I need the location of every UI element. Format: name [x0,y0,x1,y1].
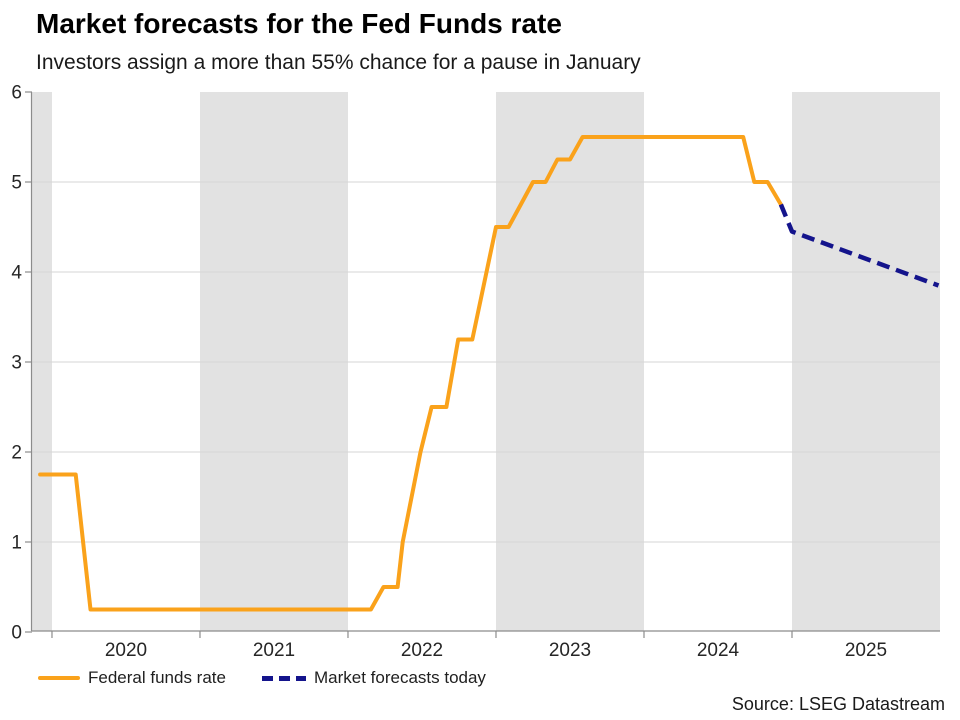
y-axis-label: 0 [11,623,22,644]
chart-title: Market forecasts for the Fed Funds rate [36,8,562,39]
market-forecasts-today-line [778,203,940,288]
x-axis-label: 2022 [401,640,443,661]
federal-funds-rate-line [38,135,783,612]
source-attribution: Source: LSEG Datastream [731,694,945,714]
x-axis-label: 2025 [845,640,887,661]
x-axis-label: 2020 [105,640,147,661]
x-axis-label: 2023 [549,640,591,661]
y-axis-label: 4 [11,263,22,284]
dashed-line-icon [261,675,306,681]
y-axis-label: 1 [11,533,22,554]
legend-label-market-forecasts: Market forecasts today [313,668,486,687]
y-axis-label: 6 [11,83,22,104]
chart-subtitle: Investors assign a more than 55% chance … [36,51,641,74]
solid-line-icon [38,676,80,680]
legend-item-federal-funds-rate: Federal funds rate [38,668,226,688]
y-axis-label: 3 [11,353,22,374]
legend-item-market-forecasts: Market forecasts today [261,668,486,688]
x-axis-label: 2021 [253,640,295,661]
x-axis-label: 2024 [697,640,740,661]
y-axis-label: 2 [11,443,22,464]
legend-label-federal-funds-rate: Federal funds rate [88,668,226,687]
chart-legend: Federal funds rate Market forecasts toda… [38,668,486,688]
y-axis-label: 5 [11,173,22,194]
